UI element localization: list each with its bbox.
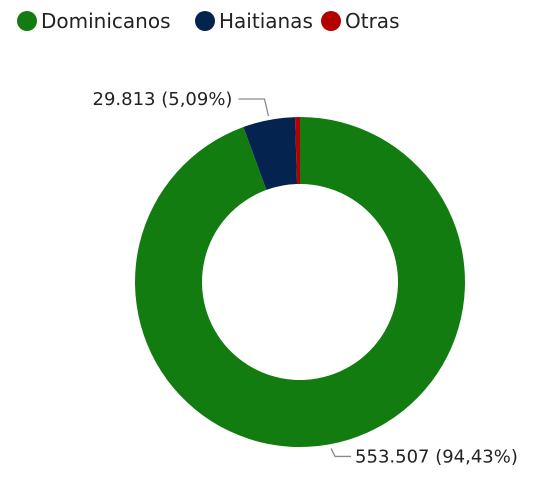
data-label-text-dominicanos: 553.507 (94,43%) [355,446,518,467]
data-label-text-haitianas: 29.813 (5,09%) [93,89,233,110]
chart-legend: Dominicanos Haitianas Otras [17,9,399,33]
legend-marker-otras [321,11,341,31]
legend-label-otras: Otras [345,9,399,33]
legend-marker-dominicanos [17,11,37,31]
slice-dominicanos[interactable] [134,117,465,447]
legend-item-otras[interactable]: Otras [321,9,399,33]
data-label-dominicanos: 553.507 (94,43%) [330,446,518,467]
leader-line-haitianas [238,98,270,117]
legend-label-dominicanos: Dominicanos [41,9,171,33]
legend-item-dominicanos[interactable]: Dominicanos [17,9,171,33]
leader-line-dominicanos [330,448,352,458]
slice-haitianas[interactable] [243,117,298,190]
data-labels: 553.507 (94,43%) 29.813 (5,09%) [93,89,518,467]
legend-item-haitianas[interactable]: Haitianas [195,9,313,33]
legend-label-haitianas: Haitianas [219,9,313,33]
slice-otras[interactable] [295,117,300,185]
data-label-haitianas: 29.813 (5,09%) [93,89,270,117]
donut-slices [134,117,465,447]
legend-marker-haitianas [195,11,215,31]
